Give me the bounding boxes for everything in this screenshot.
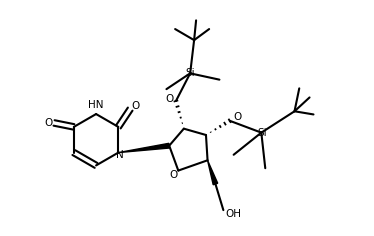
Text: O: O [234,112,242,122]
Text: O: O [131,101,140,111]
Text: O: O [169,170,177,180]
Text: N: N [116,150,124,160]
Text: O: O [44,118,52,128]
Text: HN: HN [88,100,104,110]
Text: OH: OH [226,209,242,219]
Text: Si: Si [186,68,195,78]
Polygon shape [118,143,169,153]
Polygon shape [208,160,218,185]
Text: O: O [165,94,174,104]
Text: Si: Si [257,128,267,138]
